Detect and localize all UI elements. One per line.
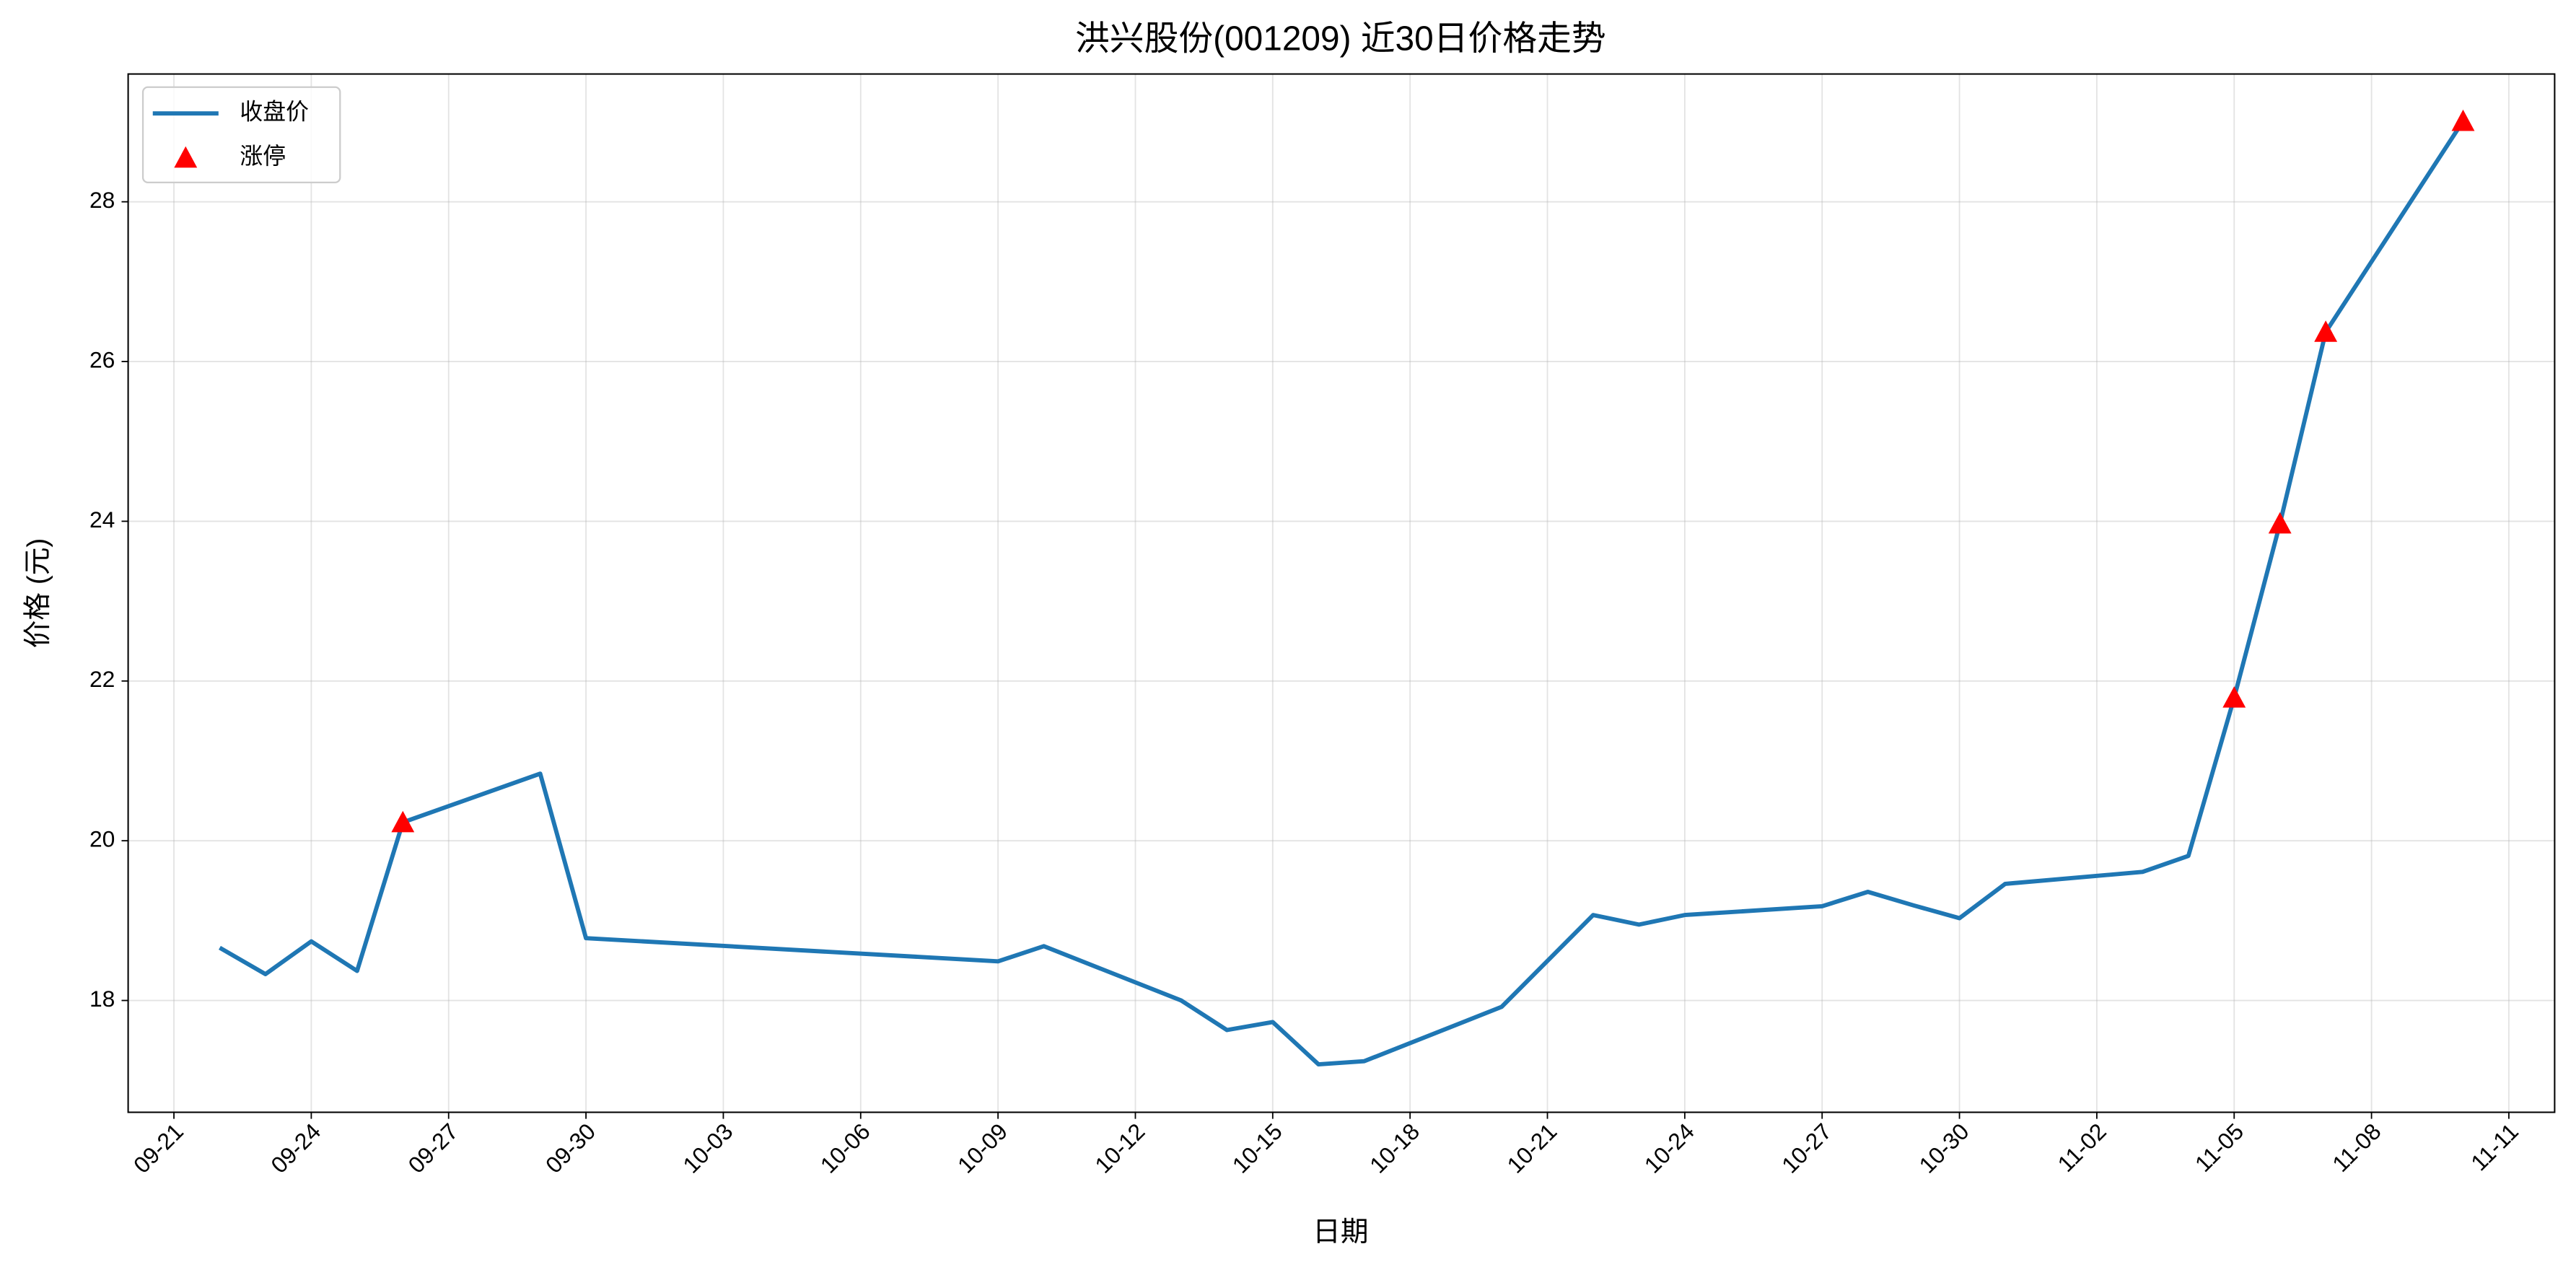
legend-label: 涨停 bbox=[240, 143, 286, 169]
limit-up-marker bbox=[2314, 320, 2338, 342]
y-tick-label: 18 bbox=[89, 986, 115, 1012]
limit-up-marker bbox=[2451, 109, 2475, 131]
y-tick-label: 28 bbox=[89, 187, 115, 213]
y-tick-label: 20 bbox=[89, 826, 115, 852]
legend-marker bbox=[174, 146, 198, 168]
y-tick-label: 24 bbox=[89, 507, 115, 533]
y-tick-label: 22 bbox=[89, 666, 115, 692]
limit-up-marker bbox=[2268, 512, 2292, 534]
y-axis-label: 价格 (元) bbox=[22, 538, 53, 649]
y-tick-label: 26 bbox=[89, 346, 115, 372]
price-line bbox=[219, 120, 2465, 1067]
x-axis-label: 日期 bbox=[1313, 1217, 1368, 1248]
chart-title: 洪兴股份(001209) 近30日价格走势 bbox=[1075, 20, 1606, 58]
legend-label: 收盘价 bbox=[240, 99, 309, 125]
plot-frame bbox=[127, 73, 2556, 1113]
limit-up-marker bbox=[391, 810, 415, 833]
limit-up-marker bbox=[2222, 686, 2246, 708]
